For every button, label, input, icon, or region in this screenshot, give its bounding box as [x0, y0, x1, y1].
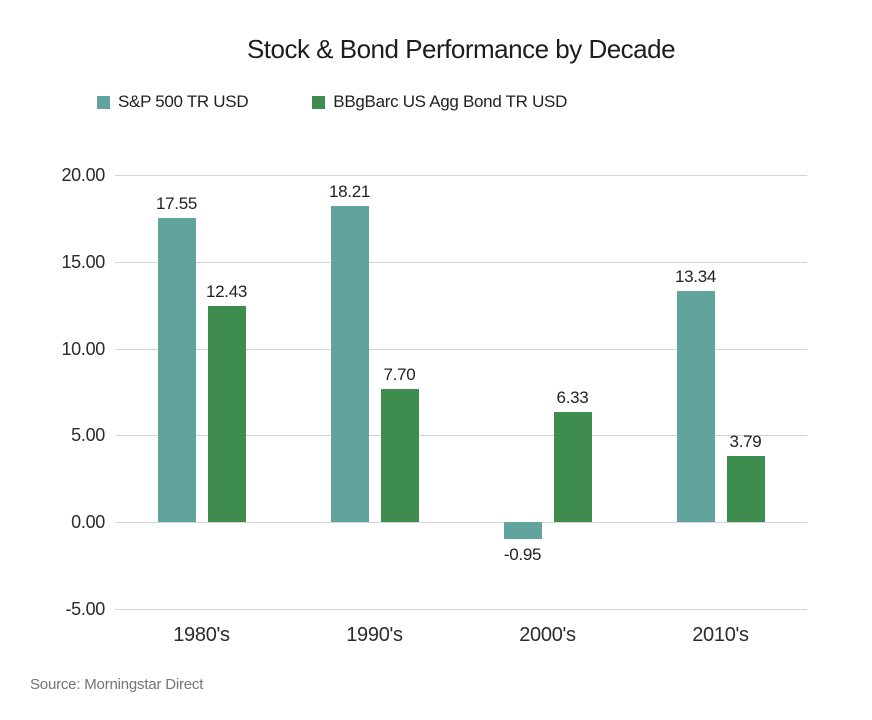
y-tick-label: 10.00 [61, 338, 105, 359]
bar-value-label: 17.55 [155, 193, 198, 213]
bar-group-2000s: -0.95 6.33 [461, 175, 634, 609]
bar-series1-2010s [726, 456, 765, 523]
agg-bond-legend-label: BBgBarc US Agg Bond TR USD [333, 92, 568, 111]
bar-value-label: 13.34 [674, 266, 717, 286]
bar-series1-1980s [207, 306, 246, 523]
bar-group-2010s: 13.34 3.79 [634, 175, 807, 609]
bar-series0-1990s [330, 206, 369, 523]
x-tick-label-2000s: 2000's [519, 624, 576, 646]
chart-title: Stock & Bond Performance by Decade [246, 34, 676, 64]
bar-series0-2000s [503, 522, 542, 539]
legend-item-agg-bond: BBgBarc US Agg Bond TR USD [312, 92, 567, 112]
x-tick-label-2010s: 2010's [692, 624, 749, 646]
x-tick-label-1980s: 1980's [173, 624, 230, 646]
y-tick-label: 15.00 [61, 251, 105, 272]
bar-value-label: -0.95 [503, 544, 542, 564]
y-axis: 20.00 15.00 10.00 5.00 0.00 -5.00 [0, 166, 105, 618]
gridline [115, 348, 807, 350]
bar-value-label: 3.79 [729, 432, 762, 452]
bar-value-label: 18.21 [328, 182, 371, 202]
bar-value-label: 7.70 [383, 364, 416, 384]
x-tick-label-1990s: 1990's [346, 624, 403, 646]
legend-item-sp500: S&P 500 TR USD [97, 92, 249, 112]
legend: S&P 500 TR USD BBgBarc US Agg Bond TR US… [97, 92, 567, 112]
agg-bond-legend-swatch [312, 95, 326, 109]
gridline [115, 175, 807, 176]
bar-value-label: 12.43 [205, 282, 248, 302]
bar-series1-2000s [553, 412, 592, 523]
y-tick-label: -5.00 [65, 599, 105, 619]
gridline [115, 435, 807, 437]
y-tick-label: 20.00 [61, 165, 105, 185]
x-axis: 1980's 1990's 2000's 2010's [115, 624, 807, 647]
bar-value-label: 6.33 [556, 388, 589, 408]
bar-group-1990s: 18.21 7.70 [288, 175, 461, 609]
bar-group-1980s: 17.55 12.43 [115, 175, 288, 609]
bar-series1-1990s [380, 388, 419, 523]
gridline [115, 261, 807, 263]
gridline [115, 522, 807, 524]
sp500-legend-label: S&P 500 TR USD [118, 92, 249, 111]
bar-series0-1980s [157, 217, 196, 523]
sp500-legend-swatch [97, 95, 110, 109]
y-tick-label: 5.00 [71, 425, 105, 446]
source-note: Source: Morningstar Direct [30, 676, 204, 693]
gridline [115, 609, 807, 610]
plot-area: 17.55 12.43 18.21 7.70 -0.95 6.33 13.34 3.79 [115, 175, 807, 610]
bar-series0-2010s [676, 290, 715, 523]
y-tick-label: 0.00 [71, 512, 105, 533]
